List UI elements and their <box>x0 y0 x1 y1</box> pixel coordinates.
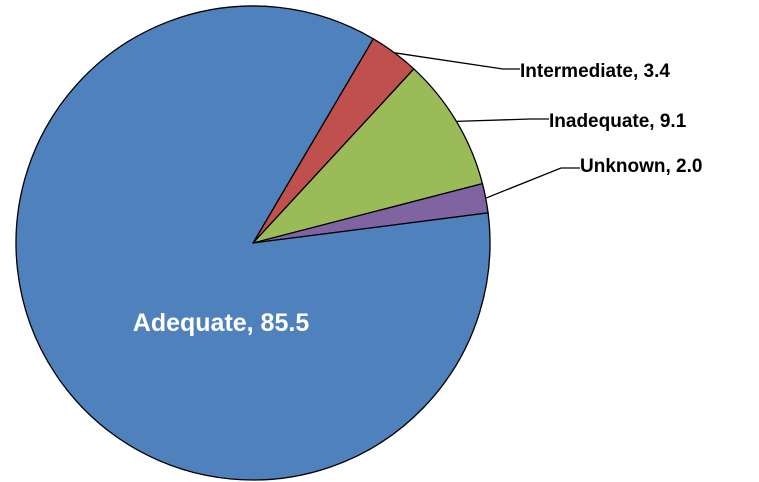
slices-layer <box>15 5 491 481</box>
data-label-unknown: Unknown, 2.0 <box>580 156 702 177</box>
leader-line-intermediate <box>394 52 520 70</box>
leader-lines-layer <box>394 52 580 199</box>
leader-line-unknown <box>485 167 580 199</box>
leader-line-inadequate <box>456 118 549 123</box>
pie-slice-adequate <box>15 5 491 481</box>
data-label-inadequate: Inadequate, 9.1 <box>549 111 687 132</box>
labels-layer: Intermediate, 3.4 Inadequate, 9.1 Unknown,… <box>133 61 703 337</box>
data-label-intermediate: Intermediate, 3.4 <box>520 61 670 82</box>
data-label-adequate: Adequate, 85.5 <box>133 309 310 337</box>
pie-slice-inadequate <box>251 68 484 245</box>
